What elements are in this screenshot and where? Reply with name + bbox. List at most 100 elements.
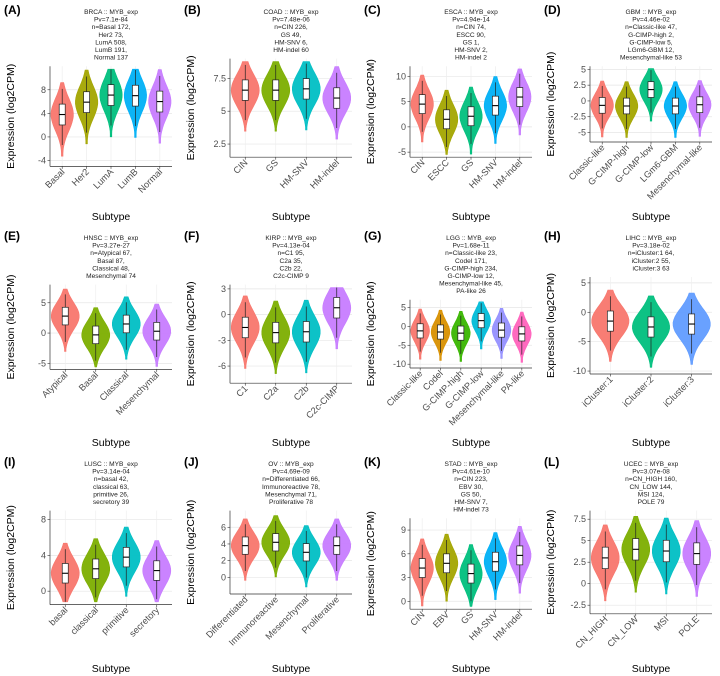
plot-area [410,299,532,368]
panel-title-line: n=Differentiated 66, [262,476,320,483]
y-tick-label: 2 [221,556,226,566]
y-tick-label: 10 [396,71,406,81]
panel-label: (C) [364,3,381,17]
y-tick-label: 0 [221,572,226,582]
panel-title-line: HM-indel 73 [453,507,489,514]
panel-title-line: UCEC :: MYB_exp [624,461,679,468]
panel-title-line: MSI 124, [638,491,665,498]
y-tick-label: 5 [581,536,586,546]
panel-title-line: Her2 73, [98,32,123,39]
panel-title-line: G-CIMP-low 5, [629,39,672,46]
y-tick-label: 3 [401,573,406,583]
panel-title-line: Mesenchymal 71, [265,491,317,498]
panel-title-line: Pv=1.68e-11 [452,243,489,250]
y-tick-label: -5 [398,147,406,157]
panel-title-line: n=Classic-like 47, [625,24,677,31]
y-tick-label: 4 [41,108,46,118]
y-tick-label: 0 [401,122,406,132]
x-tick-label: CN_HIGH [573,614,609,650]
panel-j: (J) OV :: MYB_expPv=4.69e-09n=Differentia… [184,455,352,675]
y-tick-label: 0 [401,321,406,331]
panel-title-line: Basal 87, [97,258,125,265]
x-tick-label: Basal [43,167,66,190]
x-axis-title: Subtype [632,663,671,675]
panel-title-line: Pv=7.1e-84 [94,17,128,24]
y-axis-title: Expression (log2CPM) [365,511,377,616]
y-tick-label: 4 [221,539,226,549]
panel-e: (E) HNSC :: MYB_expPv=3.27e-27n=Atypical … [4,229,172,449]
x-tick-label: basal [47,605,70,628]
x-tick-label: CIN [408,610,426,628]
panel-title-line: EBV 30, [459,484,483,491]
panel-title-line: Classical 48, [92,265,130,272]
y-tick-label: 0 [221,310,226,320]
x-axis-title: Subtype [272,211,311,223]
panel-label: (K) [364,455,381,469]
x-tick-label: secretory [127,605,161,639]
y-tick-label: 5 [221,106,226,116]
panel-title-line: GS 1, [463,39,480,46]
y-tick-label: -10 [573,366,586,376]
y-tick-label: -3 [218,335,226,345]
x-tick-label: MSI [652,614,671,633]
panel-title-line: ESCC 90, [456,32,485,39]
panel-title-line: Pv=4.46e-02 [632,17,670,24]
y-tick-label: -5 [578,128,586,138]
y-axis-title: Expression (log2CPM) [545,273,557,378]
panel-label: (J) [184,455,199,469]
panel-title-line: n=CN_HIGH 160, [625,476,677,483]
x-axis-title: Subtype [632,211,671,223]
y-tick-label: 8 [41,85,46,95]
panel-title-line: COAD :: MYB_exp [264,9,319,16]
y-tick-label: 2.5 [213,139,226,149]
panel-title-line: Pv=4.61e-10 [452,469,490,476]
panel-title-line: Pv=4.13e-04 [272,243,310,250]
y-axis-title: Expression (log2CPM) [545,52,557,157]
panel-title-line: iCluster:2 55, [632,258,671,265]
x-tick-label: HM-SNV [278,157,311,190]
x-tick-label: C2b [292,384,311,403]
x-tick-label: POLE [677,614,701,638]
panel-title-line: n=CIN 74, [456,24,486,31]
y-tick-label: 0 [581,96,586,106]
y-tick-label: 0 [401,596,406,606]
y-tick-label: 4 [41,550,46,560]
y-tick-label: 0 [581,579,586,589]
y-axis-title: Expression (log2CPM) [185,55,197,160]
y-tick-label: 0 [41,132,46,142]
panel-title-line: Pv=4.69e-09 [272,469,310,476]
panel-title-line: OV :: MYB_exp [268,461,314,468]
x-axis-title: Subtype [92,437,131,449]
x-tick-label: C2a [261,383,281,403]
panel-title-line: classical 63, [93,484,129,491]
panel-title-line: HM-SNV 7, [454,499,488,506]
x-tick-label: PA-like [499,368,526,395]
x-tick-label: GS [459,158,475,174]
y-tick-label: 3 [221,284,226,294]
x-tick-label: ESCC [426,157,451,182]
panel-title-line: HM-indel 2 [455,55,487,62]
y-tick-label: 5 [41,298,46,308]
panel-label: (H) [544,229,561,243]
y-tick-label: -4 [38,156,46,166]
y-tick-label: 5 [581,278,586,288]
y-tick-label: -5 [38,358,46,368]
x-tick-label: Basal [77,370,100,393]
y-tick-label: -10 [393,359,406,369]
y-axis-title: Expression (log2CPM) [545,510,557,615]
panel-title-line: primitive 26, [93,491,129,498]
panel-title-line: POLE 79 [638,499,665,506]
y-axis-title: Expression (log2CPM) [5,274,17,379]
panel-title-line: C2a 35, [279,258,302,265]
x-axis-title: Subtype [92,663,131,675]
panel-title-line: Pv=7.48e-06 [272,17,310,24]
x-tick-label: GS [264,158,280,174]
x-axis-title: Subtype [452,663,491,675]
y-axis-title: Expression (log2CPM) [365,281,377,386]
x-tick-label: EBV [431,609,452,630]
x-tick-label: GS [459,610,475,626]
x-tick-label: iCluster:1 [580,374,615,409]
